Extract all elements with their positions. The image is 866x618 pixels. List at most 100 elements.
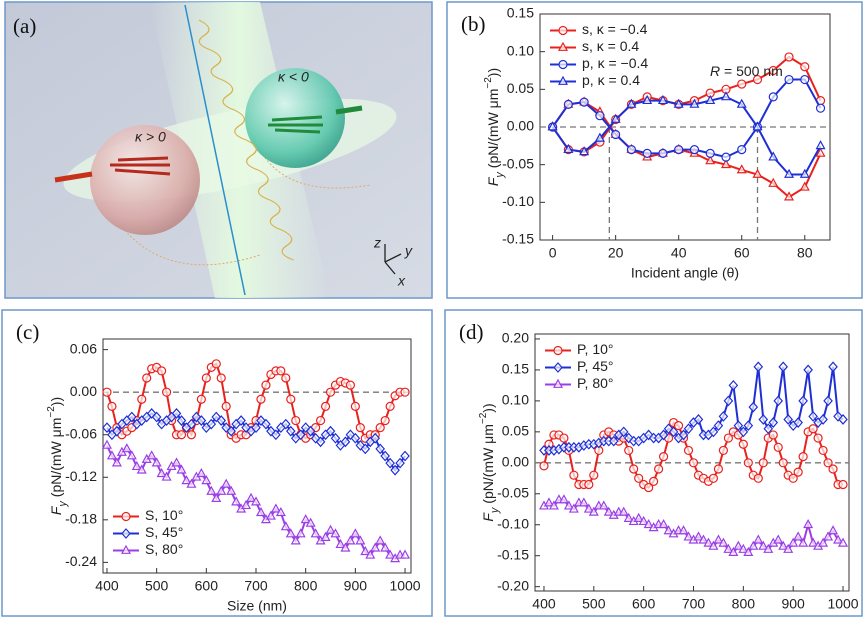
marker bbox=[579, 97, 589, 107]
marker bbox=[743, 458, 753, 468]
x-tick-label: 400 bbox=[532, 596, 556, 612]
marker bbox=[784, 191, 795, 201]
x-axis-label: Incident angle (θ) bbox=[631, 265, 739, 281]
marker bbox=[748, 401, 759, 413]
marker bbox=[251, 422, 261, 434]
marker bbox=[728, 546, 739, 557]
marker bbox=[142, 373, 152, 383]
y-label-part: )) bbox=[480, 403, 496, 412]
marker bbox=[638, 515, 649, 526]
legend-label: s, κ = −0.4 bbox=[582, 21, 648, 37]
panel-frame bbox=[446, 1, 863, 299]
marker bbox=[708, 426, 719, 438]
marker bbox=[788, 473, 798, 483]
x-tick-label: 700 bbox=[244, 578, 268, 594]
panel-label: (d) bbox=[459, 320, 484, 344]
marker bbox=[728, 379, 739, 391]
marker bbox=[624, 445, 634, 456]
legend-label: p, κ = −0.4 bbox=[582, 55, 648, 71]
y-tick-label: 0.15 bbox=[507, 5, 534, 21]
y-tick-label: 0.20 bbox=[502, 330, 529, 346]
y-tick-label: 0.05 bbox=[507, 80, 534, 96]
legend-marker bbox=[121, 511, 131, 522]
y-tick-label: 0.10 bbox=[507, 42, 534, 58]
y-label-part: (pN/(mW μm bbox=[48, 418, 64, 502]
marker bbox=[157, 366, 167, 376]
marker bbox=[400, 387, 410, 397]
marker bbox=[127, 411, 137, 423]
chart-panel: -0.24 -0.18 -0.12 -0.06 0.00 0.06 400 500 600 700… bbox=[1, 309, 433, 617]
marker bbox=[181, 475, 192, 485]
y-tick-label: 0.15 bbox=[502, 361, 529, 377]
marker bbox=[579, 146, 590, 156]
marker bbox=[131, 460, 142, 471]
marker bbox=[838, 414, 848, 425]
marker bbox=[611, 129, 621, 140]
marker bbox=[752, 168, 763, 178]
x-tick-label: 900 bbox=[344, 578, 368, 594]
marker bbox=[678, 525, 689, 535]
marker bbox=[778, 540, 789, 550]
marker bbox=[823, 458, 833, 468]
marker bbox=[784, 52, 794, 62]
marker bbox=[563, 143, 574, 153]
y-label-part: F bbox=[480, 512, 496, 522]
marker bbox=[107, 401, 117, 411]
marker bbox=[291, 415, 301, 426]
marker bbox=[380, 450, 390, 462]
marker bbox=[713, 534, 724, 544]
marker bbox=[674, 145, 684, 155]
panel-label: (c) bbox=[16, 320, 39, 344]
marker bbox=[799, 168, 810, 178]
marker bbox=[768, 417, 779, 428]
y-tick-label: -0.05 bbox=[497, 484, 529, 500]
marker bbox=[788, 537, 799, 547]
legend-marker bbox=[558, 59, 568, 70]
axis-letter: y bbox=[404, 243, 413, 259]
marker bbox=[543, 497, 554, 507]
marker bbox=[673, 421, 684, 431]
marker bbox=[693, 531, 704, 541]
marker bbox=[211, 359, 221, 369]
marker bbox=[753, 473, 763, 483]
marker bbox=[705, 148, 715, 158]
marker bbox=[683, 531, 694, 541]
marker bbox=[385, 457, 395, 469]
marker bbox=[101, 439, 112, 449]
marker bbox=[737, 79, 747, 89]
marker bbox=[584, 479, 594, 490]
marker bbox=[708, 473, 719, 483]
marker bbox=[320, 531, 331, 541]
y-tick-label: 0.06 bbox=[70, 340, 97, 356]
marker bbox=[723, 543, 734, 553]
legend-label: S, 45° bbox=[145, 524, 183, 540]
legend-marker bbox=[557, 41, 569, 51]
marker bbox=[683, 445, 694, 456]
marker bbox=[548, 500, 559, 510]
marker bbox=[683, 423, 694, 435]
annotation: R = 500 nm bbox=[710, 63, 783, 79]
y-tick-label: -0.06 bbox=[65, 425, 97, 441]
legend-label: P, 45° bbox=[577, 358, 613, 374]
y-axis-label: Fy (pN/(mW μm−2)) bbox=[46, 397, 69, 515]
marker bbox=[146, 450, 157, 460]
marker bbox=[250, 496, 262, 506]
marker bbox=[773, 442, 783, 452]
marker bbox=[738, 439, 748, 449]
marker bbox=[156, 467, 167, 478]
marker bbox=[375, 535, 386, 545]
marker bbox=[275, 506, 286, 517]
y-label-part: y bbox=[489, 506, 501, 514]
x-tick-label: 400 bbox=[95, 578, 119, 594]
marker bbox=[768, 65, 778, 76]
marker bbox=[186, 430, 197, 440]
marker bbox=[176, 430, 187, 440]
marker bbox=[350, 401, 360, 411]
marker bbox=[380, 542, 391, 552]
marker bbox=[270, 503, 281, 513]
marker bbox=[281, 418, 291, 430]
marker bbox=[803, 518, 814, 529]
marker bbox=[626, 145, 637, 155]
force-field bbox=[268, 115, 323, 134]
marker bbox=[578, 497, 589, 507]
